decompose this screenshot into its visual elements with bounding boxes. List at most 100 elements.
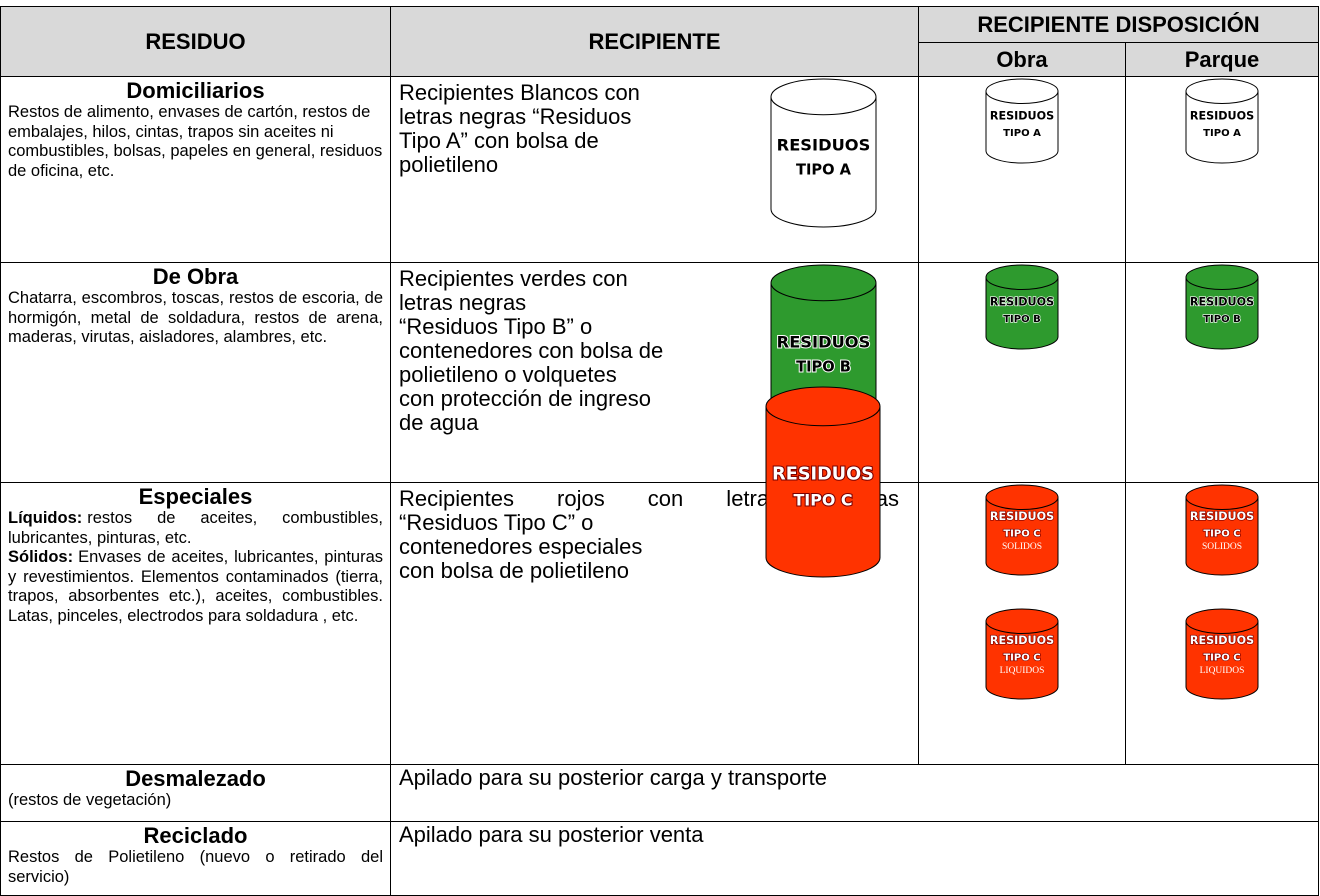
container-label: TIPO A	[1003, 128, 1041, 139]
obra-cell: RESIDUOS TIPO B	[918, 262, 1126, 483]
recipiente-line: Recipientes verdes con	[399, 266, 628, 291]
container-label: RESIDUOS	[772, 465, 874, 485]
container-top	[1185, 484, 1259, 510]
container-label: RESIDUOS	[777, 333, 871, 352]
parque-cell: RESIDUOS TIPO C SOLIDOS RESIDUOS TIPO C LIQUI…	[1124, 482, 1320, 765]
parque-cell: RESIDUOS TIPO A	[1124, 76, 1320, 263]
header-obra: Obra	[918, 42, 1126, 77]
container-label: RESIDUOS	[990, 295, 1054, 308]
container-icon: RESIDUOS TIPO C SOLIDOS	[1185, 484, 1259, 576]
obra-icons: RESIDUOS TIPO C SOLIDOS RESIDUOS TIPO C LIQUI…	[919, 483, 1125, 701]
recipiente-text: Recipientes Blancos con letras negras “Re…	[391, 77, 640, 229]
header-parque: Parque	[1124, 42, 1320, 77]
residuo-title: Desmalezado	[125, 766, 266, 791]
container-label: RESIDUOS	[1190, 109, 1254, 122]
container-label: TIPO B	[1003, 314, 1041, 325]
container-body	[765, 406, 881, 578]
container-sublabel: SOLIDOS	[1002, 542, 1042, 552]
recipiente-text: Apilado para su posterior carga y transp…	[391, 765, 1318, 791]
recipiente-line: letras negras “Residuos	[399, 104, 632, 129]
recipiente-line: con bolsa de polietileno	[399, 558, 629, 583]
container-body	[985, 497, 1059, 576]
container-label: TIPO B	[796, 359, 851, 376]
recipiente-icon-wrap: RESIDUOS TIPO A	[769, 77, 918, 229]
residuo-cell: Reciclado Restos de Polietileno (nuevo o …	[0, 821, 391, 896]
recipiente-cell: Recipientes rojos con letras blancas “Res…	[390, 386, 919, 765]
residuo-title: Reciclado	[143, 823, 248, 848]
residuo-title: Domiciliarios	[126, 78, 265, 103]
recipiente-line: Recipientes Blancos con	[399, 80, 640, 105]
container-icon: RESIDUOS TIPO B	[1185, 264, 1259, 350]
container-label: TIPO B	[1203, 314, 1241, 325]
container-body	[1185, 621, 1259, 700]
container-sublabel: LIQUIDOS	[1000, 666, 1045, 676]
description-part: Restos de alimento, envases de cartón, r…	[8, 103, 383, 181]
container-top	[985, 608, 1059, 634]
description-text: Envases de aceites, lubricantes, pintura…	[8, 548, 383, 625]
recipiente-text: Apilado para su posterior venta	[391, 822, 1318, 848]
recipiente-line: letras negras	[399, 290, 527, 315]
container-top	[1185, 608, 1259, 634]
description-text: Chatarra, escombros, toscas, restos de e…	[8, 289, 383, 346]
parque-cell: RESIDUOS TIPO B	[1124, 262, 1320, 483]
recipiente-cell: Apilado para su posterior venta	[389, 821, 1320, 896]
description-part: Restos de Polietileno (nuevo o retirado …	[8, 848, 383, 887]
container-icon: RESIDUOS TIPO C	[765, 386, 881, 578]
container-top	[770, 264, 877, 302]
container-body	[1185, 497, 1259, 576]
recipiente-line: de agua	[399, 410, 479, 435]
residuo-cell: Especiales Líquidos: restos de aceites, co…	[0, 482, 391, 765]
residuo-description: Restos de alimento, envases de cartón, r…	[1, 103, 390, 181]
obra-icons: RESIDUOS TIPO A	[919, 77, 1125, 165]
recipiente-line: “Residuos Tipo B” o	[399, 314, 593, 339]
recipiente-line: “Residuos Tipo C” o	[399, 510, 594, 535]
container-body	[1185, 91, 1259, 164]
residuo-cell: Desmalezado (restos de vegetación)	[0, 764, 391, 822]
container-sublabel: LIQUIDOS	[1200, 666, 1245, 676]
container-label: RESIDUOS	[1190, 295, 1254, 308]
recipiente-text: Recipientes verdes con letras negras “Resi…	[391, 263, 663, 437]
table-body: Domiciliarios Restos de alimento, envases…	[0, 76, 1320, 896]
residuo-description: Chatarra, escombros, toscas, restos de e…	[1, 289, 390, 348]
container-label: RESIDUOS	[990, 510, 1054, 523]
container-icon: RESIDUOS TIPO C SOLIDOS	[985, 484, 1059, 576]
container-body	[770, 96, 877, 228]
residuo-description: Restos de Polietileno (nuevo o retirado …	[1, 848, 390, 887]
table-row: Especiales Líquidos: restos de aceites, co…	[0, 386, 1320, 765]
recipiente-line: contenedores especiales	[399, 534, 643, 559]
container-top	[765, 386, 881, 427]
recipiente-line: contenedores con bolsa de	[399, 338, 664, 363]
residuo-cell: Domiciliarios Restos de alimento, envases…	[0, 76, 391, 263]
container-label: TIPO A	[796, 162, 852, 179]
recipiente-icon-wrap: RESIDUOS TIPO C	[764, 385, 918, 583]
header-subrow: Obra Parque	[1, 42, 1320, 77]
container-label: RESIDUOS	[990, 634, 1054, 647]
container-label: TIPO C	[1203, 653, 1240, 664]
container-label: RESIDUOS	[990, 109, 1054, 122]
recipiente-line: polietileno	[399, 152, 499, 177]
header-disposicion: RECIPIENTE DISPOSICIÓN	[917, 6, 1320, 43]
table-row: Desmalezado (restos de vegetación) Apilado…	[0, 764, 1320, 822]
container-label: TIPO C	[1003, 529, 1040, 540]
description-text: restos de aceites, combustibles, lubrica…	[8, 509, 383, 547]
recipiente-line: Apilado para su posterior carga y transp…	[399, 765, 828, 790]
recipiente-content: Recipientes Blancos con letras negras “Re…	[391, 77, 918, 229]
container-body	[985, 91, 1059, 164]
container-top	[1185, 264, 1259, 290]
container-sublabel: SOLIDOS	[1202, 542, 1242, 552]
description-part: Chatarra, escombros, toscas, restos de e…	[8, 289, 383, 348]
description-part: (restos de vegetación)	[8, 791, 383, 811]
recipiente-line: con protección de ingreso	[399, 386, 651, 411]
recipiente-line: polietileno o volquetes	[399, 362, 617, 387]
recipiente-cell: Recipientes verdes con letras negras “Resi…	[390, 262, 919, 483]
container-icon: RESIDUOS TIPO A	[770, 78, 877, 228]
container-label: TIPO C	[1003, 653, 1040, 664]
table-row: De Obra Chatarra, escombros, toscas, rest…	[0, 262, 1320, 483]
header-row: RESIDUO RECIPIENTE RECIPIENTE DISPOSICIÓ…	[0, 6, 1320, 77]
description-text: (restos de vegetación)	[8, 791, 172, 809]
container-label: TIPO A	[1203, 128, 1241, 139]
recipiente-line: Tipo A” con bolsa de	[399, 128, 599, 153]
container-top	[985, 78, 1059, 104]
table-row: Domiciliarios Restos de alimento, envases…	[0, 76, 1320, 263]
recipiente-line: Apilado para su posterior venta	[399, 822, 704, 847]
